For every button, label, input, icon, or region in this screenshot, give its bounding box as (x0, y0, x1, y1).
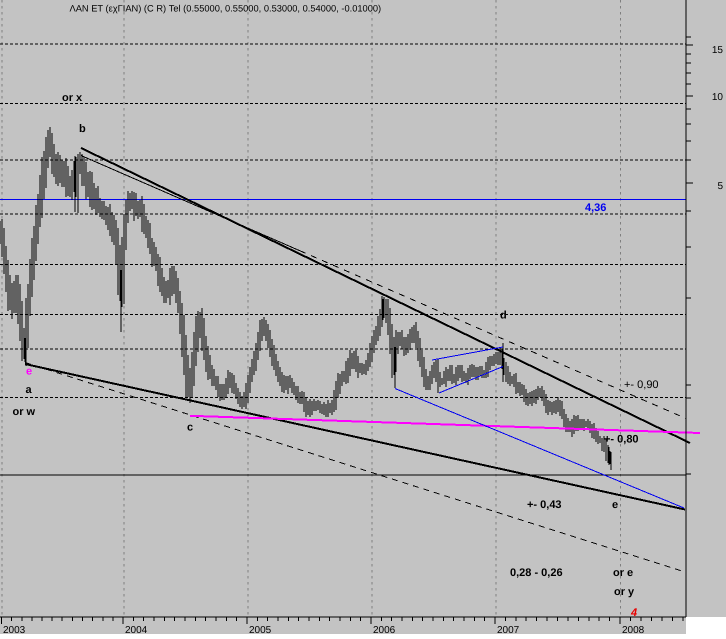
svg-text:0,28 - 0,26: 0,28 - 0,26 (510, 567, 563, 579)
svg-text:2004: 2004 (125, 625, 148, 634)
svg-text:15: 15 (712, 45, 724, 56)
svg-text:+- 0,90: +- 0,90 (624, 379, 659, 391)
svg-text:d: d (500, 310, 507, 322)
svg-text:or e: or e (613, 567, 633, 579)
svg-text:b: b (79, 123, 86, 135)
svg-text:4,36: 4,36 (585, 202, 606, 214)
svg-text:+- 0,80: +- 0,80 (604, 434, 639, 446)
svg-text:4: 4 (630, 607, 637, 619)
svg-text:c: c (187, 422, 193, 434)
svg-text:5: 5 (717, 181, 723, 192)
svg-text:+- 0,43: +- 0,43 (527, 499, 562, 511)
svg-text:2005: 2005 (249, 625, 272, 634)
svg-text:or x: or x (62, 92, 83, 104)
svg-text:e: e (26, 366, 32, 378)
svg-text:e: e (612, 499, 618, 511)
svg-text:a: a (26, 384, 33, 396)
svg-text:2008: 2008 (622, 625, 645, 634)
svg-text:2007: 2007 (497, 625, 520, 634)
svg-text:ΛΑΝ ΕΤ (εχΓΙΑΝ) (C R) Tel (0.5: ΛΑΝ ΕΤ (εχΓΙΑΝ) (C R) Tel (0.55000, 0.55… (70, 3, 382, 13)
svg-text:2006: 2006 (373, 625, 396, 634)
svg-text:10: 10 (712, 92, 724, 103)
svg-text:or y: or y (614, 586, 635, 598)
svg-text:or w: or w (13, 406, 36, 418)
svg-text:2003: 2003 (3, 625, 26, 634)
